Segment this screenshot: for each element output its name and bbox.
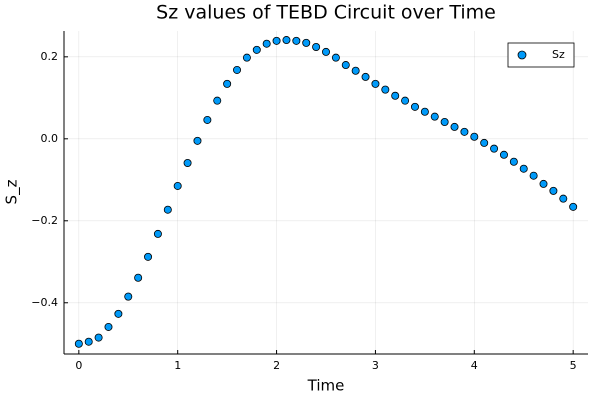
y-tick-label: −0.2 (31, 214, 58, 227)
point (420, 107, 429, 116)
point (331, 53, 340, 62)
point (183, 158, 192, 167)
x-tick-label: 0 (75, 359, 82, 372)
point (104, 322, 113, 331)
point (430, 112, 439, 121)
point (292, 36, 301, 45)
point (371, 79, 380, 88)
point (440, 117, 449, 126)
point (559, 194, 568, 203)
point (401, 96, 410, 105)
point (480, 138, 489, 147)
point (74, 339, 83, 348)
point (282, 36, 291, 45)
point (490, 144, 499, 153)
x-tick-label: 5 (570, 359, 577, 372)
point (410, 102, 419, 111)
point (262, 39, 271, 48)
point (569, 202, 578, 211)
legend-marker (517, 50, 527, 60)
point (144, 252, 153, 261)
point (233, 65, 242, 74)
point (450, 122, 459, 131)
point (460, 127, 469, 136)
point (509, 157, 518, 166)
point (470, 132, 479, 141)
chart-title: Sz values of TEBD Circuit over Time (156, 2, 496, 24)
point (242, 53, 251, 62)
point (529, 171, 538, 180)
legend-label: Sz (552, 48, 565, 61)
x-tick-label: 1 (174, 359, 181, 372)
y-tick-label: 0.2 (41, 50, 59, 63)
point (193, 136, 202, 145)
point (203, 115, 212, 124)
point (114, 309, 123, 318)
x-tick-label: 4 (471, 359, 478, 372)
point (391, 91, 400, 100)
y-tick-label: −0.4 (31, 296, 58, 309)
point (94, 333, 103, 342)
point (223, 79, 232, 88)
point (539, 179, 548, 188)
point (499, 150, 508, 159)
y-tick-label: 0.0 (41, 132, 59, 145)
point (549, 186, 558, 195)
point (173, 181, 182, 190)
x-axis-label: Time (307, 377, 345, 395)
point (134, 273, 143, 282)
x-tick-label: 2 (273, 359, 280, 372)
point (163, 205, 172, 214)
point (84, 337, 93, 346)
x-tick-label: 3 (372, 359, 379, 372)
point (213, 96, 222, 105)
point (153, 229, 162, 238)
point (381, 85, 390, 94)
point (302, 38, 311, 47)
point (124, 292, 133, 301)
point (272, 36, 281, 45)
point (252, 45, 261, 54)
y-axis-label: S_z (3, 179, 22, 204)
point (341, 61, 350, 70)
point (312, 42, 321, 51)
point (321, 47, 330, 56)
point (519, 164, 528, 173)
point (351, 66, 360, 75)
point (361, 72, 370, 81)
